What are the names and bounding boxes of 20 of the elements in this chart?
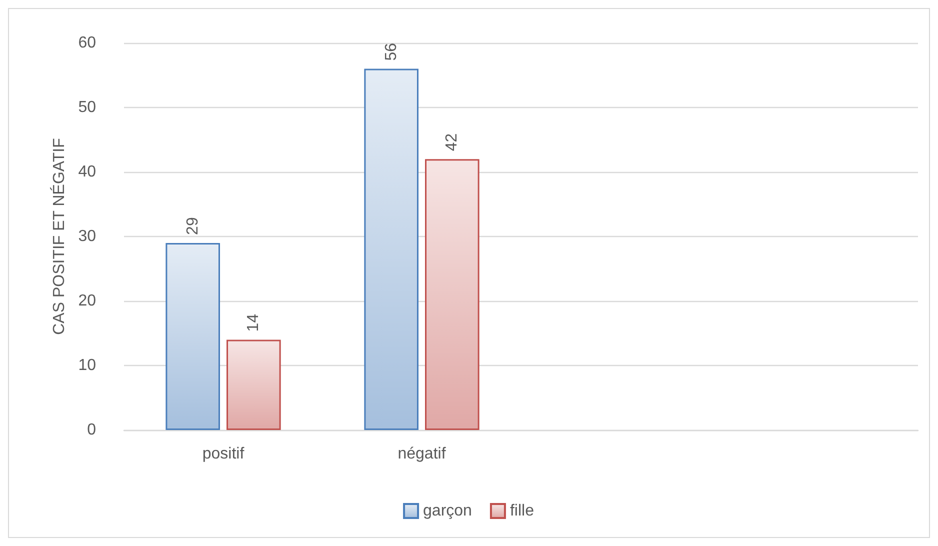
y-tick-label: 60 [78,34,96,52]
legend-label: garçon [423,502,472,520]
legend-label: fille [510,502,534,520]
y-tick-label: 50 [78,99,96,116]
bar [425,159,480,430]
y-tick-label: 20 [78,292,96,310]
bar [364,68,418,430]
data-label: 29 [184,217,202,235]
y-tick-label: 10 [78,357,96,374]
y-tick-label: 0 [87,422,96,438]
data-label: 56 [382,42,400,61]
y-tick-label: 30 [78,228,96,245]
bar [166,242,220,430]
y-axis-title: CAS POSITIF ET NÉGATIF [50,138,68,335]
x-tick-label: positif [202,446,245,462]
data-label: 14 [245,314,262,332]
data-label: 42 [444,133,461,152]
y-tick-label: 40 [78,164,96,180]
x-tick-label: négatif [398,446,446,462]
bar [226,340,281,430]
